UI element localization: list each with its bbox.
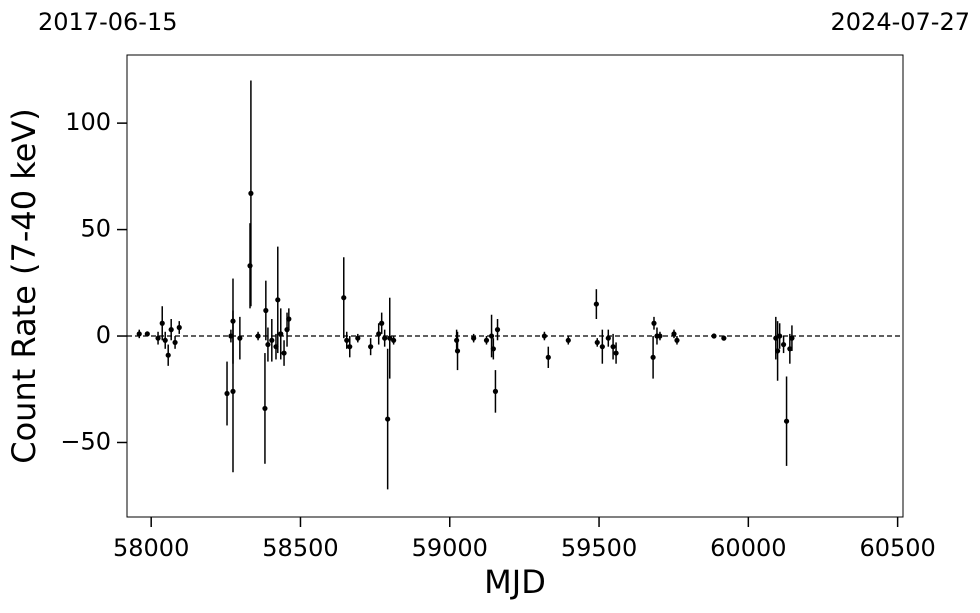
data-point xyxy=(483,337,490,343)
y-tick-label: 50 xyxy=(80,215,111,243)
data-point xyxy=(228,333,234,339)
data-point xyxy=(387,335,393,341)
y-tick-label: 100 xyxy=(65,108,111,136)
data-point xyxy=(230,388,236,394)
data-point xyxy=(269,337,275,343)
data-point xyxy=(172,339,178,346)
data-point xyxy=(224,390,230,397)
data-point xyxy=(237,335,243,341)
data-point xyxy=(471,335,477,341)
data-point xyxy=(379,320,385,326)
data-point xyxy=(541,333,548,339)
y-axis-label: Count Rate (7-40 keV) xyxy=(5,108,43,463)
data-point xyxy=(255,333,261,339)
data-point xyxy=(657,333,663,339)
data-point xyxy=(651,320,657,326)
data-point xyxy=(159,320,165,326)
data-point xyxy=(278,331,284,337)
data-point xyxy=(605,335,611,341)
data-point xyxy=(347,344,353,350)
data-point xyxy=(494,327,501,333)
data-point xyxy=(176,324,182,331)
data-point xyxy=(391,337,397,343)
data-point xyxy=(376,331,382,337)
data-point xyxy=(168,327,174,333)
x-tick-label: 59000 xyxy=(412,534,488,562)
date-label-left: 2017-06-15 xyxy=(38,8,177,36)
data-point xyxy=(162,337,168,343)
x-tick-label: 59500 xyxy=(561,534,637,562)
data-point xyxy=(613,350,619,356)
data-point xyxy=(248,190,254,196)
data-point xyxy=(774,348,781,354)
data-point xyxy=(593,301,599,307)
data-point xyxy=(262,405,268,412)
data-point xyxy=(247,263,253,269)
data-point xyxy=(490,346,496,352)
data-point xyxy=(721,335,727,341)
data-point xyxy=(382,335,388,341)
x-tick-label: 60500 xyxy=(859,534,935,562)
data-point xyxy=(368,344,374,350)
data-point xyxy=(783,418,790,424)
data-point xyxy=(155,335,161,341)
data-point xyxy=(454,348,461,354)
data-point xyxy=(594,339,600,346)
data-point xyxy=(385,416,391,422)
data-point xyxy=(281,350,287,356)
data-point xyxy=(780,341,787,348)
data-point xyxy=(650,354,656,360)
data-point xyxy=(492,388,499,394)
data-point xyxy=(610,344,616,350)
x-tick-label: 58500 xyxy=(262,534,338,562)
data-point xyxy=(545,354,551,360)
data-point xyxy=(275,297,281,303)
data-point xyxy=(341,295,347,301)
data-point xyxy=(344,337,350,343)
data-point xyxy=(286,316,292,322)
x-axis-label: MJD xyxy=(484,563,546,601)
data-point xyxy=(488,333,495,339)
data-point xyxy=(355,335,361,341)
y-tick-label: −50 xyxy=(60,427,111,455)
data-point xyxy=(136,331,142,337)
y-tick-label: 0 xyxy=(96,321,111,349)
data-point xyxy=(454,337,460,343)
x-tick-label: 60000 xyxy=(710,534,786,562)
data-point xyxy=(711,333,717,339)
data-point xyxy=(599,344,605,350)
data-point xyxy=(263,307,269,314)
x-tick-label: 58000 xyxy=(113,534,189,562)
data-point xyxy=(671,331,677,337)
data-point xyxy=(165,352,171,358)
data-point xyxy=(265,341,271,348)
data-point xyxy=(787,346,793,352)
data-point xyxy=(144,331,150,337)
data-point xyxy=(777,333,783,339)
data-point xyxy=(565,337,571,343)
data-point xyxy=(789,335,795,341)
date-label-right: 2024-07-27 xyxy=(831,8,970,36)
plot-frame xyxy=(126,54,904,518)
data-point xyxy=(674,337,680,343)
